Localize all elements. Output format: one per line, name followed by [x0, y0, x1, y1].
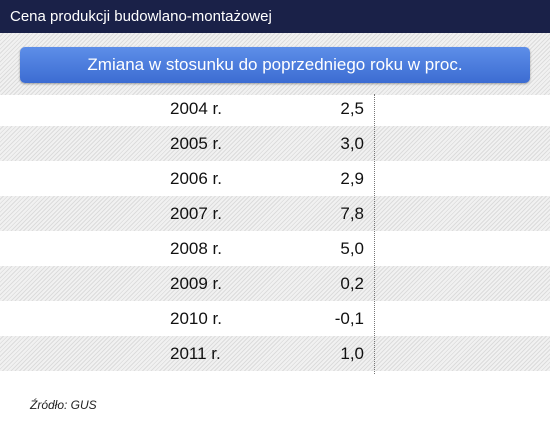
value-label: 2,5 [340, 99, 364, 118]
value-label: 2,9 [340, 169, 364, 188]
column-header: Zmiana w stosunku do poprzedniego roku w… [20, 47, 530, 83]
year-label: 2008 r. [170, 239, 222, 258]
table-row: 2009 r. 0,2 [0, 266, 550, 301]
table-row: 2005 r. 3,0 [0, 126, 550, 161]
column-divider [374, 94, 375, 374]
value-label: 0,2 [340, 274, 364, 293]
table-row: 2004 r. 2,5 [0, 91, 550, 126]
table-row: 2006 r. 2,9 [0, 161, 550, 196]
year-label: 2006 r. [170, 169, 222, 188]
year-label: 2007 r. [170, 204, 222, 223]
value-label: -0,1 [334, 309, 364, 328]
table-row: 2010 r. -0,1 [0, 301, 550, 336]
data-table: 2004 r. 2,5 2005 r. 3,0 2006 r. 2,9 2007 r. 7,8… [0, 91, 550, 371]
year-label: 2010 r. [170, 309, 222, 328]
table-row: 2007 r. 7,8 [0, 196, 550, 231]
year-label: 2011 r. [170, 344, 221, 363]
value-label: 5,0 [340, 239, 364, 258]
table-row: 2011 r. 1,0 [0, 336, 550, 371]
value-label: 3,0 [340, 134, 364, 153]
value-label: 7,8 [340, 204, 364, 223]
table-row: 2008 r. 5,0 [0, 231, 550, 266]
year-label: 2005 r. [170, 134, 222, 153]
source-note: Źródło: GUS [30, 398, 97, 412]
page-title: Cena produkcji budowlano-montażowej [0, 0, 550, 33]
year-label: 2009 r. [170, 274, 222, 293]
value-label: 1,0 [340, 344, 364, 363]
year-label: 2004 r. [170, 99, 222, 118]
